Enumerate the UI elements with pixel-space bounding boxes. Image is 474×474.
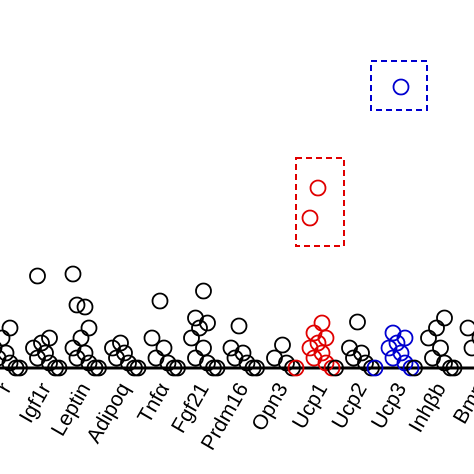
data-point bbox=[436, 309, 453, 327]
data-point bbox=[463, 339, 474, 357]
data-point bbox=[432, 339, 449, 357]
data-point bbox=[349, 313, 366, 331]
data-point bbox=[151, 292, 169, 310]
data-point bbox=[248, 359, 265, 377]
data-point bbox=[384, 324, 402, 342]
data-point bbox=[112, 334, 129, 352]
data-point bbox=[1, 319, 19, 337]
x-tick-label: Ucp1 bbox=[288, 379, 332, 433]
data-point bbox=[11, 359, 28, 377]
data-point bbox=[187, 349, 204, 367]
x-tick-label: Inhβb bbox=[404, 379, 450, 436]
data-point bbox=[445, 359, 463, 377]
data-point bbox=[313, 314, 331, 332]
highlight-box bbox=[295, 157, 345, 247]
data-point bbox=[305, 324, 323, 342]
data-point bbox=[230, 317, 248, 335]
data-point bbox=[195, 282, 212, 300]
highlight-box bbox=[370, 60, 428, 111]
x-tick-label: Bmp bbox=[449, 379, 474, 428]
data-point bbox=[0, 344, 15, 362]
data-point bbox=[187, 309, 204, 327]
data-point bbox=[424, 349, 441, 367]
data-point bbox=[41, 329, 58, 347]
data-point bbox=[183, 329, 200, 347]
data-point bbox=[50, 359, 68, 377]
data-point bbox=[29, 267, 46, 285]
data-point bbox=[222, 339, 240, 357]
data-point bbox=[80, 319, 98, 337]
data-point bbox=[366, 359, 384, 377]
x-tick-label: r bbox=[0, 379, 16, 397]
data-point bbox=[471, 332, 474, 344]
data-point bbox=[392, 78, 410, 96]
data-point bbox=[428, 319, 445, 337]
data-point bbox=[64, 265, 82, 283]
x-tick-label: Igf1r bbox=[15, 379, 56, 427]
data-point bbox=[301, 209, 319, 227]
data-point bbox=[76, 298, 94, 316]
data-point bbox=[208, 359, 226, 377]
data-point bbox=[406, 359, 423, 377]
data-point bbox=[309, 179, 327, 197]
data-point bbox=[0, 342, 3, 354]
data-point bbox=[287, 359, 305, 377]
data-point bbox=[72, 329, 90, 347]
data-point bbox=[90, 359, 107, 377]
x-tick-label: Ucp2 bbox=[327, 379, 371, 433]
data-point bbox=[147, 349, 165, 367]
x-tick-label: Tnfα bbox=[133, 379, 174, 427]
data-point bbox=[169, 359, 186, 377]
data-point bbox=[129, 359, 147, 377]
data-point bbox=[341, 339, 358, 357]
data-point bbox=[0, 349, 7, 367]
data-point bbox=[195, 339, 212, 357]
data-point bbox=[155, 339, 173, 357]
data-point bbox=[327, 359, 344, 377]
data-point bbox=[266, 349, 283, 367]
data-point bbox=[420, 329, 437, 347]
data-point bbox=[459, 319, 474, 337]
data-point bbox=[68, 296, 86, 314]
data-point bbox=[64, 339, 82, 357]
data-point bbox=[274, 336, 291, 354]
data-point bbox=[143, 329, 161, 347]
x-tick-label: Opn3 bbox=[247, 379, 293, 435]
